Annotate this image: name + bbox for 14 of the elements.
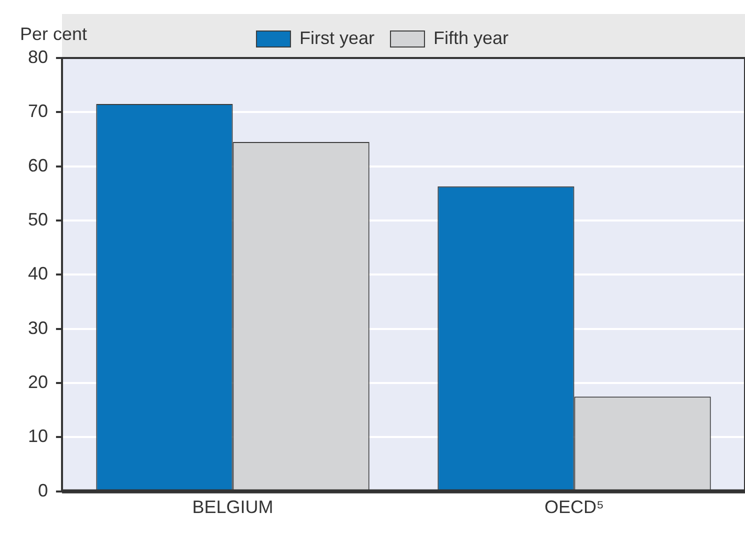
y-tick-label: 20	[28, 372, 48, 392]
y-tick-label: 50	[28, 209, 48, 230]
y-tick-label: 60	[28, 155, 48, 176]
x-tick-label: BELGIUM	[192, 497, 274, 518]
y-tick-label: 30	[28, 318, 48, 338]
y-tick-label: 40	[28, 264, 48, 284]
y-axis-title: Per cent	[20, 24, 88, 44]
y-tick-label: 80	[28, 46, 48, 67]
y-tick-label: 0	[38, 480, 48, 500]
legend-label: First year	[299, 28, 374, 48]
legend-label: Fifth year	[433, 28, 509, 48]
y-tick-label: 10	[28, 426, 48, 446]
x-tick-label: OECD⁵	[544, 497, 604, 518]
y-tick-label: 70	[28, 101, 48, 122]
